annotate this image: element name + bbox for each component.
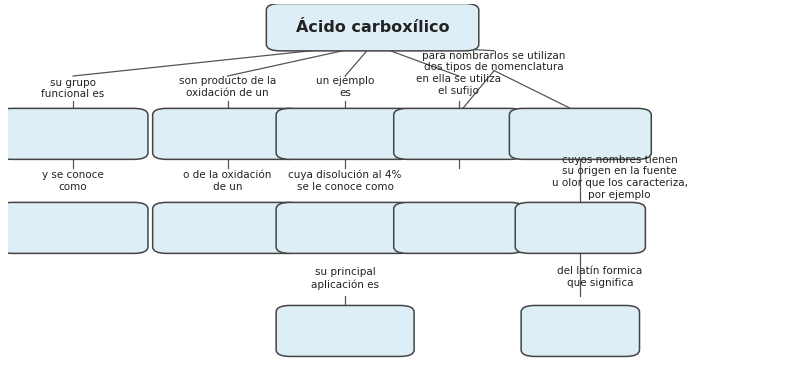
Text: Ácido carboxílico: Ácido carboxílico — [296, 20, 450, 35]
FancyBboxPatch shape — [394, 203, 524, 254]
FancyBboxPatch shape — [276, 108, 414, 159]
Text: en ella se utiliza
el sufijo: en ella se utiliza el sufijo — [416, 74, 502, 96]
FancyBboxPatch shape — [153, 108, 302, 159]
Text: son producto de la
oxidación de un: son producto de la oxidación de un — [179, 76, 276, 98]
FancyBboxPatch shape — [0, 203, 148, 254]
Text: para nombrarlos se utilizan
dos tipos de nomenclatura: para nombrarlos se utilizan dos tipos de… — [422, 51, 566, 72]
FancyBboxPatch shape — [276, 203, 414, 254]
FancyBboxPatch shape — [0, 108, 148, 159]
Text: y se conoce
como: y se conoce como — [42, 170, 104, 192]
Text: cuyos nombres tienen
su origen en la fuente
u olor que los caracteriza,
por ejem: cuyos nombres tienen su origen en la fue… — [551, 155, 687, 200]
Text: cuya disolución al 4%
se le conoce como: cuya disolución al 4% se le conoce como — [289, 170, 402, 192]
Text: o de la oxidación
de un: o de la oxidación de un — [183, 170, 272, 192]
FancyBboxPatch shape — [276, 306, 414, 356]
FancyBboxPatch shape — [153, 203, 302, 254]
Text: un ejemplo
es: un ejemplo es — [316, 76, 374, 98]
FancyBboxPatch shape — [510, 108, 651, 159]
FancyBboxPatch shape — [394, 108, 524, 159]
FancyBboxPatch shape — [515, 203, 646, 254]
Text: su grupo
funcional es: su grupo funcional es — [42, 78, 105, 100]
Text: su principal
aplicación es: su principal aplicación es — [311, 268, 379, 290]
FancyBboxPatch shape — [266, 4, 478, 51]
FancyBboxPatch shape — [521, 306, 639, 356]
Text: del latín formica
que significa: del latín formica que significa — [558, 266, 642, 287]
